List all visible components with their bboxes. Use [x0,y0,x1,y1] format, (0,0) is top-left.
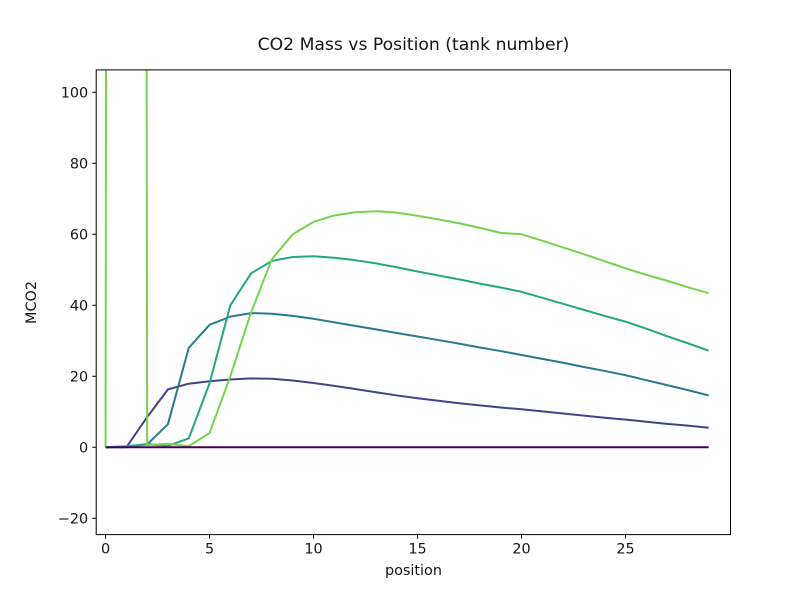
x-tick-label: 15 [408,542,426,558]
y-tick-label: 40 [70,298,88,314]
x-tick-label: 25 [616,542,634,558]
x-axis-label: position [384,563,442,579]
y-tick-label: 20 [70,369,88,385]
y-tick-label: 100 [61,85,88,101]
x-tick-label: 0 [101,542,110,558]
line-series-2 [105,377,709,449]
axes-spines [95,69,731,536]
y-tick-label: 0 [79,440,88,456]
x-tick-label: 5 [205,542,214,558]
y-tick-label: −20 [58,511,88,527]
line-series-4 [105,255,709,449]
y-tick-label: 80 [70,156,88,172]
chart-title: CO2 Mass vs Position (tank number) [257,35,570,55]
line-series-5 [104,69,709,448]
x-tick-label: 20 [512,542,530,558]
y-tick-label: 60 [70,227,88,243]
line-series-3 [105,312,709,449]
x-tick-label: 10 [304,542,322,558]
